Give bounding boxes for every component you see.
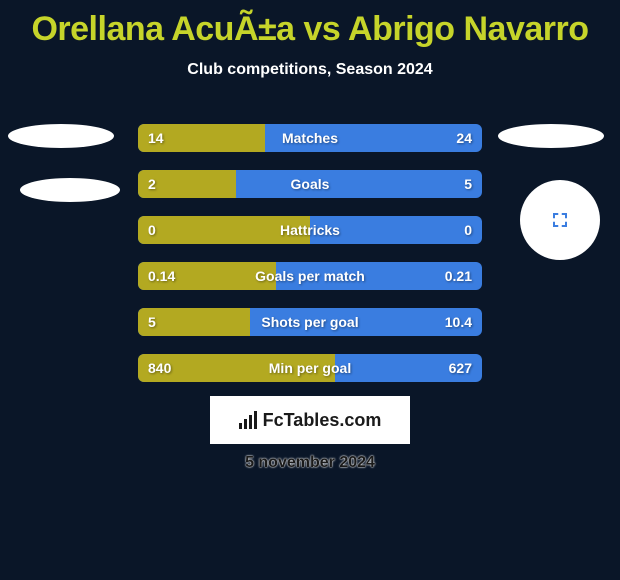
bar-row: 2Goals5 (138, 170, 482, 198)
image-placeholder-icon (553, 213, 567, 227)
fctables-logo: FcTables.com (210, 396, 410, 444)
bar-label: Shots per goal (138, 308, 482, 336)
bar-value-right: 10.4 (445, 308, 472, 336)
bar-row: 0.14Goals per match0.21 (138, 262, 482, 290)
bar-label: Matches (138, 124, 482, 152)
bar-label: Goals (138, 170, 482, 198)
player-left-shape-1 (8, 124, 114, 148)
bar-value-right: 24 (456, 124, 472, 152)
page-subtitle: Club competitions, Season 2024 (0, 61, 620, 79)
page-title: Orellana AcuÃ±a vs Abrigo Navarro (0, 0, 620, 49)
date-label: 5 november 2024 (0, 454, 620, 472)
logo-bars-icon (239, 411, 257, 429)
bar-label: Min per goal (138, 354, 482, 382)
player-right-avatar (520, 180, 600, 260)
bar-value-right: 627 (449, 354, 472, 382)
bar-value-right: 5 (464, 170, 472, 198)
bar-value-right: 0 (464, 216, 472, 244)
bar-row: 0Hattricks0 (138, 216, 482, 244)
bar-label: Hattricks (138, 216, 482, 244)
bar-row: 14Matches24 (138, 124, 482, 152)
bar-label: Goals per match (138, 262, 482, 290)
comparison-bars: 14Matches24 2Goals5 0Hattricks0 0.14Goals p… (138, 124, 482, 400)
bar-value-right: 0.21 (445, 262, 472, 290)
player-left-shape-2 (20, 178, 120, 202)
player-right-shape-1 (498, 124, 604, 148)
logo-text: FcTables.com (263, 410, 382, 431)
bar-row: 5Shots per goal10.4 (138, 308, 482, 336)
bar-row: 840Min per goal627 (138, 354, 482, 382)
